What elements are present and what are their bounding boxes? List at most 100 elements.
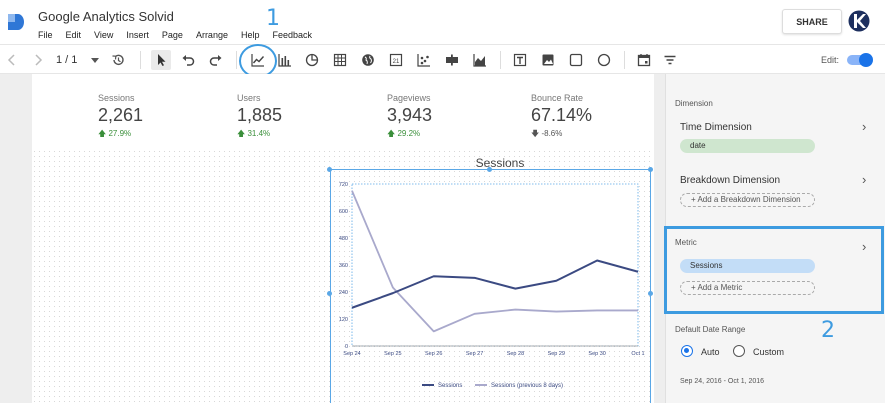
series-line: [351, 190, 638, 333]
custom-label: Custom: [753, 347, 785, 357]
resize-handle[interactable]: [327, 291, 332, 296]
header: Google Analytics Solvid File Edit View I…: [0, 0, 885, 44]
annotation-highlight-box: [664, 226, 884, 314]
scorecard-value: 67.14%: [531, 105, 593, 125]
x-tick-label: Sep 25: [384, 351, 401, 357]
scorecard-bounce-rate[interactable]: Bounce Rate 67.14% 🡇 -8.6%: [531, 93, 651, 142]
annotation-number-2: 2: [821, 318, 835, 343]
arrow-up-icon: 🡅: [98, 129, 107, 138]
pie-chart-icon[interactable]: [302, 50, 322, 70]
chevron-right-icon[interactable]: ›: [862, 239, 867, 254]
custom-radio[interactable]: [733, 345, 745, 357]
y-tick-label: 0: [345, 344, 348, 350]
resize-handle[interactable]: [648, 291, 653, 296]
bar-chart-icon[interactable]: [275, 50, 295, 70]
y-tick-label: 120: [339, 317, 348, 323]
scorecard-delta: 🡅 31.4%: [237, 129, 271, 138]
undo-icon[interactable]: [178, 50, 198, 70]
add-breakdown-button[interactable]: + Add a Breakdown Dimension: [680, 193, 815, 207]
arrow-up-icon: 🡅: [387, 129, 396, 138]
x-tick-label: Sep 27: [466, 351, 483, 357]
redo-icon[interactable]: [206, 50, 226, 70]
date-range-section-label: Default Date Range: [675, 325, 746, 334]
legend-label: Sessions: [438, 383, 462, 389]
edit-toggle[interactable]: [847, 53, 873, 67]
bullet-chart-icon[interactable]: [442, 50, 462, 70]
avatar[interactable]: [848, 10, 870, 32]
arrow-up-icon: 🡅: [237, 129, 246, 138]
date-range-icon[interactable]: [634, 50, 654, 70]
back-icon[interactable]: [2, 50, 22, 70]
history-icon[interactable]: [108, 50, 128, 70]
area-chart-icon[interactable]: [470, 50, 490, 70]
edit-label: Edit:: [821, 55, 840, 65]
annotation-number-1: 1: [266, 6, 280, 31]
forward-icon[interactable]: [28, 50, 48, 70]
scorecard-users[interactable]: Users 1,885 🡅 31.4%: [237, 93, 357, 142]
resize-handle[interactable]: [648, 167, 653, 172]
x-tick-label: Sep 24: [343, 351, 360, 357]
scorecard-label: Bounce Rate: [531, 93, 584, 103]
auto-label: Auto: [701, 347, 720, 357]
rectangle-icon[interactable]: [566, 50, 586, 70]
time-dimension-label[interactable]: Time Dimension: [680, 122, 752, 133]
menu-view[interactable]: View: [94, 30, 114, 40]
menu-file[interactable]: File: [38, 30, 53, 40]
menu-help[interactable]: Help: [240, 30, 260, 40]
chevron-right-icon[interactable]: ›: [862, 119, 867, 134]
y-tick-label: 600: [339, 209, 348, 215]
scorecard-row: Sessions 2,261 🡅 27.9% Users 1,885 🡅 31.…: [32, 74, 654, 150]
menu-page[interactable]: Page: [161, 30, 183, 40]
x-tick-label: Sep 28: [507, 351, 524, 357]
menu-insert[interactable]: Insert: [126, 30, 149, 40]
scorecard-pageviews[interactable]: Pageviews 3,943 🡅 29.2%: [387, 93, 507, 142]
x-tick-label: Sep 29: [548, 351, 565, 357]
resize-handle[interactable]: [487, 167, 492, 172]
table-icon[interactable]: [330, 50, 350, 70]
y-tick-label: 480: [339, 236, 348, 242]
plot-area: [351, 183, 639, 347]
scorecard-delta: 🡇 -8.6%: [531, 129, 563, 138]
select-pointer-icon[interactable]: [151, 50, 171, 70]
geo-map-icon[interactable]: [358, 50, 378, 70]
metric-section-label: Metric: [675, 238, 697, 247]
menu-edit[interactable]: Edit: [65, 30, 82, 40]
metric-chip[interactable]: Sessions: [680, 259, 815, 273]
toolbar: 1 / 1 21 Edit:: [0, 44, 885, 74]
scorecard-delta: 🡅 29.2%: [387, 129, 421, 138]
scorecard-value: 1,885: [237, 105, 283, 125]
share-button[interactable]: SHARE: [782, 9, 842, 34]
menu-feedback[interactable]: Feedback: [272, 30, 313, 40]
scorecard-value: 2,261: [98, 105, 144, 125]
svg-text:21: 21: [393, 59, 400, 65]
menu-arrange[interactable]: Arrange: [195, 30, 228, 40]
x-tick-label: Sep 26: [425, 351, 442, 357]
add-metric-button[interactable]: + Add a Metric: [680, 281, 815, 295]
page-indicator[interactable]: 1 / 1: [56, 54, 78, 66]
y-tick-label: 720: [339, 182, 348, 188]
scorecard-label: Sessions: [98, 93, 135, 103]
chevron-right-icon[interactable]: ›: [862, 172, 867, 187]
auto-radio[interactable]: [681, 345, 693, 357]
image-icon[interactable]: [538, 50, 558, 70]
scatter-chart-icon[interactable]: [414, 50, 434, 70]
scorecard-label: Pageviews: [387, 93, 431, 103]
text-box-icon[interactable]: [510, 50, 530, 70]
page-dropdown-icon[interactable]: [88, 50, 102, 70]
filter-control-icon[interactable]: [660, 50, 680, 70]
report-title[interactable]: Google Analytics Solvid: [38, 9, 174, 24]
y-tick-label: 360: [339, 263, 348, 269]
scorecard-icon[interactable]: 21: [386, 50, 406, 70]
menu-bar: File Edit View Insert Page Arrange Help …: [38, 30, 325, 40]
breakdown-dimension-label[interactable]: Breakdown Dimension: [680, 175, 781, 186]
annotation-circle: [239, 44, 277, 78]
legend-label: Sessions (previous 8 days): [491, 383, 563, 389]
time-series-chart[interactable]: 0 120 240 360 480 600 720 Sep 24 Sep 25 Sep 26 Sep…: [330, 170, 652, 403]
scorecard-sessions[interactable]: Sessions 2,261 🡅 27.9%: [98, 93, 218, 142]
circle-icon[interactable]: [594, 50, 614, 70]
resize-handle[interactable]: [327, 167, 332, 172]
x-tick-label: Oct 1: [631, 351, 644, 357]
time-dimension-chip[interactable]: date: [680, 139, 815, 153]
properties-panel: Dimension Time Dimension › date Breakdow…: [665, 74, 885, 403]
